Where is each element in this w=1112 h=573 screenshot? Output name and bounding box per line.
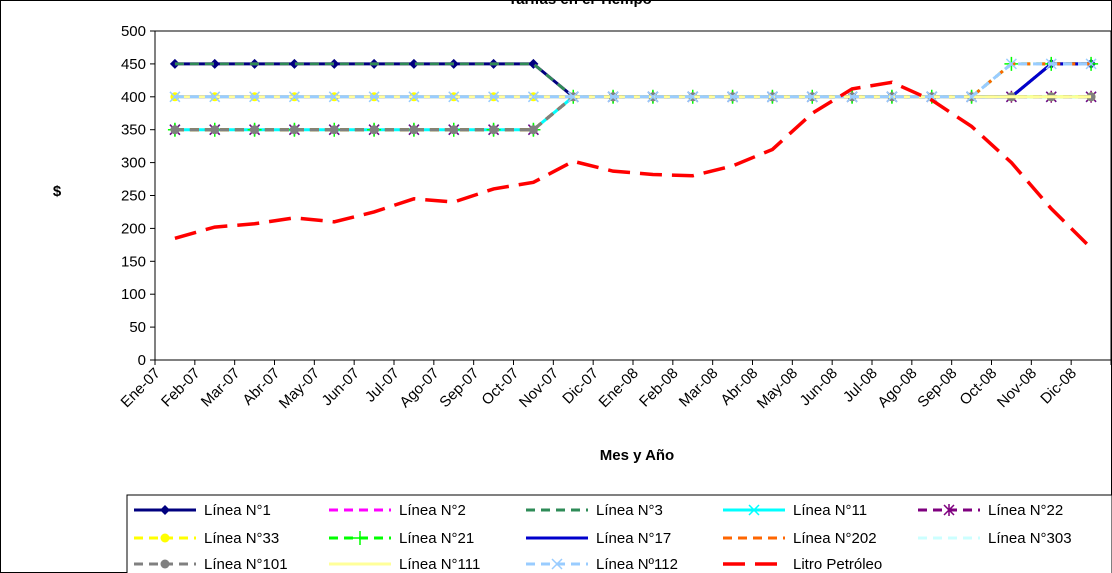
legend-label: Línea N°2 xyxy=(399,502,466,519)
data-point xyxy=(551,558,563,570)
y-tick-label: 50 xyxy=(129,319,146,336)
data-point xyxy=(943,504,955,516)
legend-entry: Línea Nº112 xyxy=(526,556,678,573)
data-point xyxy=(210,125,220,135)
legend-label: Línea N°21 xyxy=(399,530,474,547)
data-point xyxy=(328,91,340,103)
y-tick-label: 350 xyxy=(121,122,146,139)
legend-entry: Línea N°33 xyxy=(134,530,279,547)
y-tick-label: 200 xyxy=(121,220,146,237)
data-point xyxy=(527,91,539,103)
legend-entry: Línea N°21 xyxy=(329,530,474,547)
data-point xyxy=(353,531,367,545)
legend-entry: Línea N°101 xyxy=(134,556,288,573)
data-point xyxy=(846,91,858,103)
series-Línea Nº112 xyxy=(169,58,1097,103)
legend-entry: Línea N°17 xyxy=(526,530,671,547)
legend-label: Litro Petróleo xyxy=(793,556,882,573)
data-point xyxy=(249,91,261,103)
y-tick-label: 250 xyxy=(121,188,146,205)
legend-entry: Línea N°111 xyxy=(329,556,480,573)
data-point xyxy=(567,91,579,103)
legend-entry: Línea N°11 xyxy=(723,502,867,519)
data-point xyxy=(209,58,220,69)
data-point xyxy=(160,505,170,515)
data-point xyxy=(408,91,420,103)
data-point xyxy=(748,504,760,516)
y-tick-label: 100 xyxy=(121,286,146,303)
data-point xyxy=(528,125,538,135)
legend-entry: Línea N°202 xyxy=(723,530,877,547)
legend-label: Línea N°101 xyxy=(204,556,288,573)
y-tick-label: 450 xyxy=(121,56,146,73)
data-point xyxy=(1005,58,1017,70)
y-tick-label: 300 xyxy=(121,155,146,172)
data-point xyxy=(209,91,221,103)
legend-label: Línea N°33 xyxy=(204,530,279,547)
data-point xyxy=(169,91,181,103)
data-point xyxy=(1045,58,1057,70)
legend-label: Línea N°202 xyxy=(793,530,877,547)
legend-entry: Línea N°3 xyxy=(526,502,663,519)
y-tick-label: 400 xyxy=(121,89,146,106)
data-point xyxy=(289,125,299,135)
y-axis-title: $ xyxy=(53,183,62,200)
data-point xyxy=(647,91,659,103)
legend-label: Línea N°111 xyxy=(399,556,480,573)
legend-label: Línea N°22 xyxy=(988,502,1063,519)
data-point xyxy=(409,125,419,135)
data-point xyxy=(766,91,778,103)
data-point xyxy=(489,125,499,135)
series-line xyxy=(174,80,1093,250)
data-point xyxy=(1086,92,1096,102)
data-point xyxy=(488,91,500,103)
legend-label: Línea N°303 xyxy=(988,530,1072,547)
series-line xyxy=(174,62,1092,99)
legend-entry: Línea N°303 xyxy=(918,530,1072,547)
data-point xyxy=(289,58,300,69)
data-point xyxy=(408,58,419,69)
data-point xyxy=(926,91,938,103)
data-point xyxy=(160,559,170,569)
series-Litro Petróleo xyxy=(174,80,1093,250)
legend-label: Línea N°1 xyxy=(204,502,271,519)
legend-label: Línea N°3 xyxy=(596,502,663,519)
data-point xyxy=(448,91,460,103)
y-tick-group: 0 50 100 150 200 250 300 350 400 450 500 xyxy=(121,23,155,369)
data-point xyxy=(607,91,619,103)
legend-entry: Litro Petróleo xyxy=(723,556,882,573)
data-point xyxy=(806,91,818,103)
x-axis-title: Mes y Año xyxy=(600,447,674,464)
data-point xyxy=(329,58,340,69)
data-point xyxy=(170,125,180,135)
data-point xyxy=(250,125,260,135)
y-tick-label: 0 xyxy=(138,352,146,369)
data-point xyxy=(727,91,739,103)
legend: Línea N°1 Línea N°2 Línea N°3 Línea N°11 Lín… xyxy=(134,502,1072,573)
legend-entry: Línea N°2 xyxy=(329,502,466,519)
data-point xyxy=(1085,58,1097,70)
data-point xyxy=(169,58,180,69)
legend-label: Línea Nº112 xyxy=(596,556,678,573)
data-point xyxy=(368,91,380,103)
chart-title: Tarifas en el Tiempo xyxy=(508,0,652,8)
data-point xyxy=(369,125,379,135)
data-point xyxy=(449,125,459,135)
legend-entry: Línea N°22 xyxy=(918,502,1063,519)
legend-entry: Línea N°1 xyxy=(134,502,271,519)
series-group xyxy=(167,56,1099,250)
legend-label: Línea N°11 xyxy=(793,502,867,519)
data-point xyxy=(886,91,898,103)
data-point xyxy=(288,91,300,103)
data-point xyxy=(966,91,978,103)
data-point xyxy=(160,533,170,543)
legend-label: Línea N°17 xyxy=(596,530,671,547)
y-tick-label: 500 xyxy=(121,23,146,40)
y-tick-label: 150 xyxy=(121,253,146,270)
data-point xyxy=(687,91,699,103)
data-point xyxy=(329,125,339,135)
